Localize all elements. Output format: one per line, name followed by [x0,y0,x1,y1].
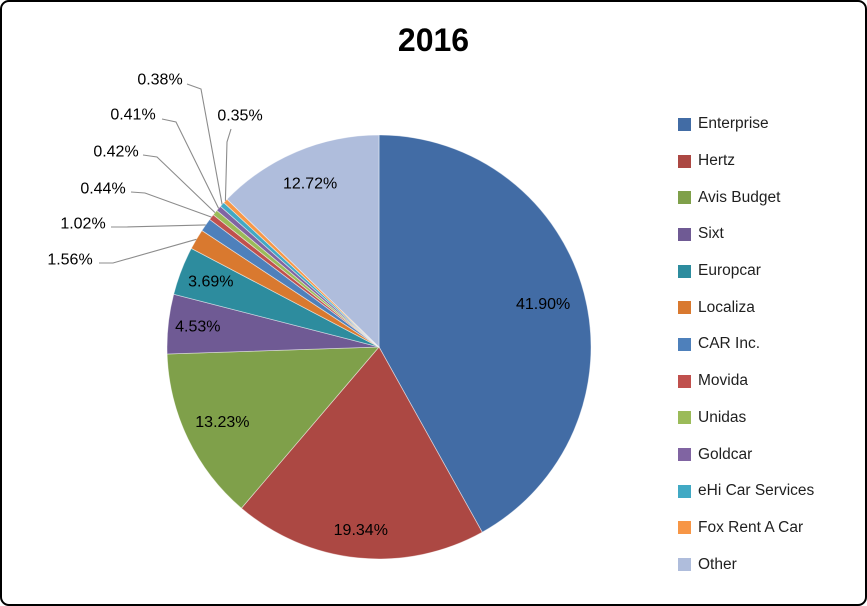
legend-item-other: Other [678,546,814,583]
legend-swatch-avis-budget [678,191,691,205]
legend-swatch-enterprise [678,117,691,131]
pie-label-car-inc: 1.02% [60,216,105,233]
legend-label: Movida [698,372,748,390]
legend-swatch-other [678,558,691,572]
pie-label-avis-budget: 13.23% [195,414,249,431]
pie-slice-other [226,134,380,348]
leader-line-ehi-car-services [186,83,223,205]
leader-line-goldcar [161,118,220,209]
legend-item-enterprise: Enterprise [678,106,814,143]
legend-label: Avis Budget [698,188,781,206]
legend-label: Goldcar [698,445,753,463]
legend-swatch-europcar [678,264,691,278]
legend-label: Unidas [698,408,747,426]
legend-item-goldcar: Goldcar [678,436,814,473]
legend-item-car-inc: CAR Inc. [678,326,814,363]
legend-swatch-ehi-car-services [678,484,691,498]
leader-line-car-inc [111,224,206,228]
legend-item-sixt: Sixt [678,216,814,253]
legend: Enterprise Hertz Avis Budget Sixt Europcar Lo… [678,106,814,583]
pie-label-ehi-car-services: 0.38% [137,72,182,89]
pie-label-unidas: 0.42% [93,144,138,161]
legend-item-hertz: Hertz [678,143,814,180]
legend-label: Sixt [698,225,724,243]
pie-label-localiza: 1.56% [47,252,92,269]
pie-label-enterprise: 41.90% [516,296,570,313]
legend-label: eHi Car Services [698,482,815,500]
pie-label-goldcar: 0.41% [110,107,155,124]
legend-label: Other [698,555,737,573]
pie-slice-avis-budget [166,346,380,509]
legend-label: Europcar [698,262,761,280]
legend-swatch-localiza [678,301,691,315]
legend-label: CAR Inc. [698,335,761,353]
legend-label: Localiza [698,298,755,316]
legend-item-unidas: Unidas [678,400,814,437]
legend-item-avis-budget: Avis Budget [678,179,814,216]
pie-slice-enterprise [378,134,592,533]
leader-line-unidas [142,154,216,213]
chart-title: 2016 [397,22,470,58]
legend-label: Hertz [698,152,736,170]
pie-label-europcar: 3.69% [188,274,233,291]
pie-label-other: 12.72% [283,175,337,192]
pie-slice-hertz [240,346,483,560]
legend-swatch-goldcar [678,448,691,462]
legend-swatch-movida [678,374,691,388]
pie-label-hertz: 19.34% [334,522,388,539]
legend-item-movida: Movida [678,363,814,400]
pie-label-movida: 0.44% [80,181,125,198]
legend-label: Fox Rent A Car [698,518,804,536]
legend-item-ehi-car-services: eHi Car Services [678,473,814,510]
legend-swatch-hertz [678,154,691,168]
legend-item-localiza: Localiza [678,289,814,326]
legend-swatch-sixt [678,227,691,241]
leader-line-fox-rent-a-car [224,128,232,201]
pie-label-fox-rent-a-car: 0.35% [217,108,262,125]
leader-line-localiza [99,238,197,264]
leader-line-movida [130,191,212,218]
legend-swatch-car-inc [678,337,691,351]
legend-label: Enterprise [698,115,769,133]
legend-item-fox-rent-a-car: Fox Rent A Car [678,510,814,547]
pie-label-sixt: 4.53% [175,319,220,336]
legend-item-europcar: Europcar [678,253,814,290]
legend-swatch-unidas [678,411,691,425]
legend-swatch-fox-rent-a-car [678,521,691,535]
